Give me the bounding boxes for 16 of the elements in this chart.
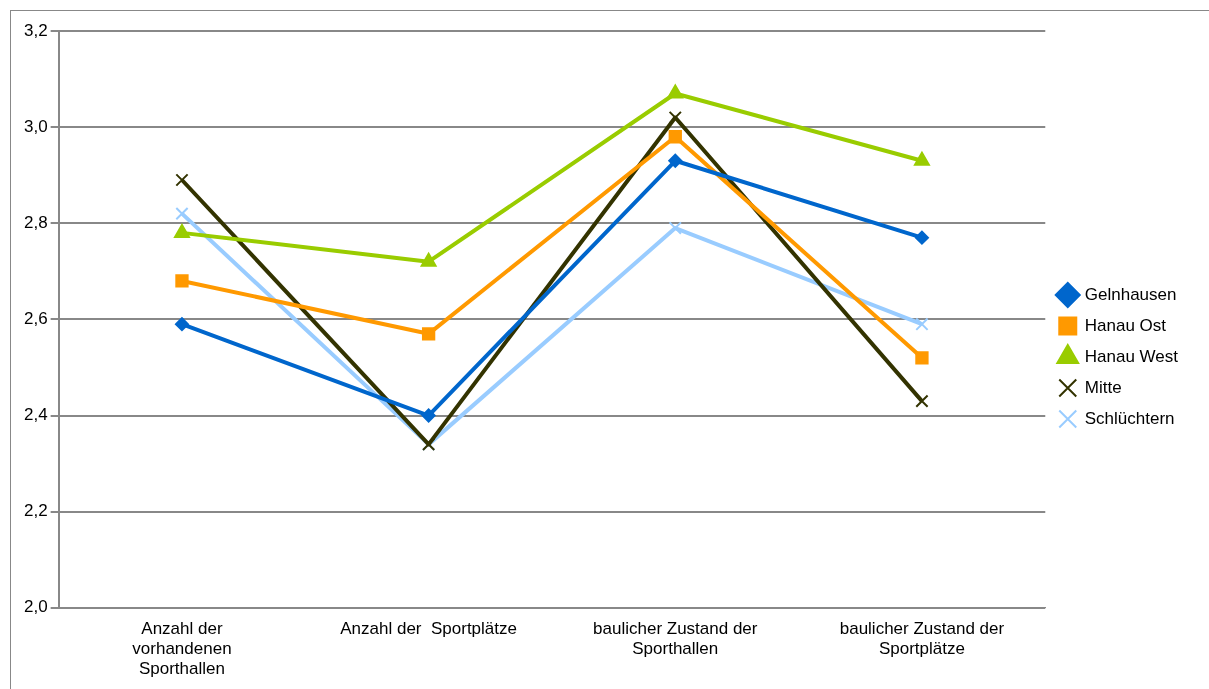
- legend-label: Schlüchtern: [1084, 408, 1175, 428]
- y-tick-label: 3,0: [23, 116, 48, 136]
- y-tick-label: 2,6: [23, 309, 48, 329]
- legend-label: Hanau West: [1084, 346, 1179, 366]
- x-tick-label: baulicher Zustand der Sportplätze: [839, 618, 1005, 659]
- x-tick-label: baulicher Zustand der Sporthallen: [593, 618, 758, 659]
- legend-label: Mitte: [1084, 377, 1122, 397]
- legend-label: Gelnhausen: [1084, 284, 1177, 304]
- y-tick-label: 3,2: [23, 20, 48, 40]
- y-tick-label: 2,0: [23, 597, 48, 617]
- y-tick-label: 2,2: [23, 501, 48, 521]
- y-tick-label: 2,4: [23, 405, 48, 425]
- x-tick-label: Anzahl der vorhandenen Sporthallen: [132, 618, 232, 679]
- x-tick-label: Anzahl der Sportplätze: [340, 618, 517, 638]
- legend-label: Hanau Ost: [1084, 315, 1167, 335]
- y-tick-label: 2,8: [23, 212, 48, 232]
